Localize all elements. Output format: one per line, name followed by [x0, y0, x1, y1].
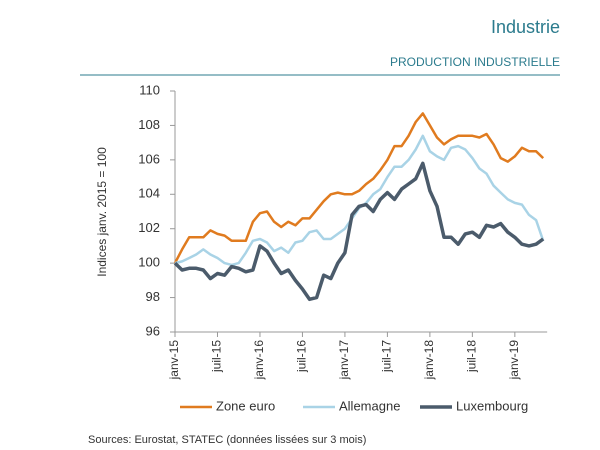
x-tick-label: juil-15: [210, 340, 224, 373]
chart-subtitle: PRODUCTION INDUSTRIELLE: [390, 55, 560, 69]
x-tick-label: janv-17: [337, 340, 351, 381]
legend-label: Zone euro: [216, 398, 275, 413]
y-axis-label: Indices janv. 2015 = 100: [95, 147, 109, 277]
series-line: [173, 112, 545, 264]
y-tick-label: 98: [146, 289, 160, 304]
y-tick-label: 102: [138, 220, 160, 235]
x-tick-label: juil-16: [295, 340, 309, 373]
source-note: Sources: Eurostat, STATEC (données lissé…: [88, 434, 366, 446]
chart-title: Industrie: [491, 17, 560, 37]
legend-label: Allemagne: [339, 398, 400, 413]
y-tick-label: 108: [138, 117, 160, 132]
y-tick-label: 110: [139, 82, 160, 97]
series-line: [174, 134, 545, 267]
x-tick-label: juil-18: [465, 340, 479, 373]
legend-label: Luxembourg: [456, 398, 528, 413]
x-tick-label: juil-17: [380, 340, 394, 373]
series-line: [173, 161, 545, 302]
x-tick-label: janv-19: [507, 340, 521, 381]
y-tick-label: 104: [138, 186, 160, 201]
x-tick-label: janv-16: [252, 340, 266, 381]
y-tick-label: 96: [146, 323, 160, 338]
x-tick-label: janv-15: [167, 340, 181, 381]
x-tick-label: janv-18: [422, 340, 436, 381]
y-tick-label: 100: [138, 255, 160, 270]
y-tick-label: 106: [138, 151, 160, 166]
